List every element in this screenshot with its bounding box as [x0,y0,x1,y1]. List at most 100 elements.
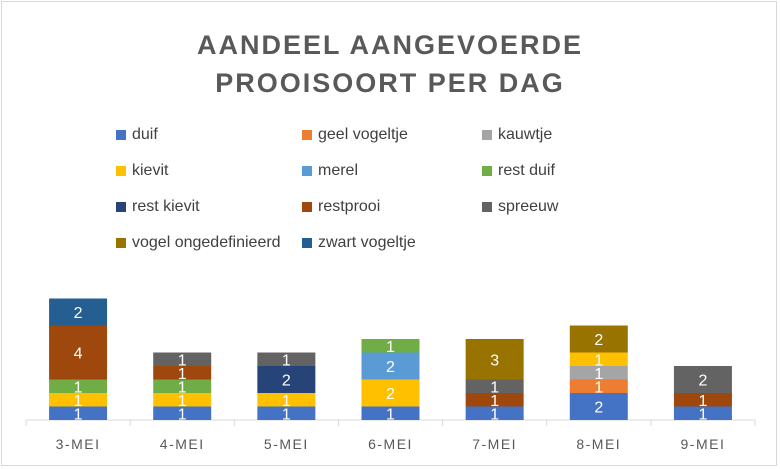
data-label: 1 [594,379,603,396]
data-label: 1 [178,379,187,396]
x-tick-label: 7-MEI [472,436,517,452]
legend-label: kievit [132,162,169,179]
bar-segment [361,406,420,420]
legend-swatch [482,130,492,140]
x-tick-label: 9-MEI [681,436,726,452]
legend-label: rest kievit [132,198,200,215]
legend-swatch [482,166,492,176]
bar-segment [673,393,732,407]
data-label: 3 [490,352,499,369]
data-label: 1 [178,406,187,423]
legend-item: kievit [116,160,168,182]
legend-item: restprooi [302,196,380,218]
legend-label: rest duif [498,162,555,179]
bar-segment [153,366,212,380]
legend-item: vogel ongedefinieerd [116,232,281,254]
data-label: 1 [594,366,603,383]
bar-segment [49,393,108,407]
x-tick-label: 3-MEI [56,436,101,452]
bar-segment [153,393,212,407]
data-label: 1 [74,406,83,423]
bar-segment [569,393,628,420]
data-label: 1 [386,339,395,356]
legend-label: kauwtje [498,126,553,143]
legend-item: merel [302,160,358,182]
data-label: 1 [74,393,83,410]
legend-item: geel vogeltje [302,124,408,146]
legend-swatch [302,238,312,248]
legend-swatch [116,202,126,212]
bar-segment [257,352,316,366]
data-label: 1 [594,352,603,369]
data-label: 1 [282,352,291,369]
bar-segment [153,379,212,393]
data-label: 2 [594,332,603,349]
bar-segment [49,298,108,326]
bar-segment [673,406,732,420]
bar-segment [673,366,732,393]
legend-swatch [116,166,126,176]
legend-swatch [302,130,312,140]
bar-segment [465,339,524,380]
bar-segment [361,379,420,407]
data-label: 2 [386,359,395,376]
data-label: 2 [698,373,707,390]
data-label: 1 [490,406,499,423]
data-label: 2 [386,386,395,403]
data-label: 1 [74,379,83,396]
data-label: 1 [282,406,291,423]
legend-item: spreeuw [482,196,558,218]
bar-segment [49,406,108,420]
x-tick-label: 5-MEI [264,436,309,452]
legend-item: zwart vogeltje [302,232,416,254]
bar-segment [361,352,420,380]
bar-segment [569,366,628,380]
data-label: 4 [74,346,83,363]
legend-label: duif [132,126,158,143]
data-label: 1 [282,393,291,410]
data-label: 2 [74,305,83,322]
data-label: 1 [698,406,707,423]
legend-item: kauwtje [482,124,552,146]
data-label: 1 [178,352,187,369]
legend-label: geel vogeltje [318,126,408,143]
data-label: 1 [178,393,187,410]
bar-segment [569,379,628,393]
data-label: 1 [178,366,187,383]
data-label: 2 [594,400,603,417]
legend-label: merel [318,162,359,179]
chart-title-line-1: AANDEEL AANGEVOERDE [196,30,584,60]
legend-item: rest duif [482,160,555,182]
bar-segment [465,393,524,407]
bar-segment [153,352,212,366]
bar-segment [465,379,524,393]
bar-segment [569,325,628,353]
x-tick-label: 8-MEI [576,436,621,452]
bar-segment [361,339,420,353]
legend-label: vogel ongedefinieerd [132,234,281,251]
bar-segment [465,406,524,420]
legend-swatch [116,130,126,140]
x-tick-label: 4-MEI [160,436,205,452]
bar-segment [569,352,628,366]
legend-item: duif [116,124,158,146]
data-label: 2 [282,373,291,390]
legend-swatch [302,166,312,176]
legend-item: rest kievit [116,196,200,218]
data-label: 1 [490,379,499,396]
bar-segment [257,393,316,407]
legend-swatch [302,202,312,212]
bar-segment [153,406,212,420]
bar-segment [257,366,316,393]
chart-title-line-2: PROOISOORT PER DAG [215,68,565,98]
bar-segment [257,406,316,420]
legend-label: zwart vogeltje [318,234,416,251]
bar-segment [49,379,108,393]
legend-label: spreeuw [498,198,559,215]
x-tick-label: 6-MEI [368,436,413,452]
legend-swatch [482,202,492,212]
data-label: 1 [386,406,395,423]
bar-segment [49,325,108,380]
chart-title: AANDEEL AANGEVOERDE PROOISOORT PER DAG [0,26,780,102]
